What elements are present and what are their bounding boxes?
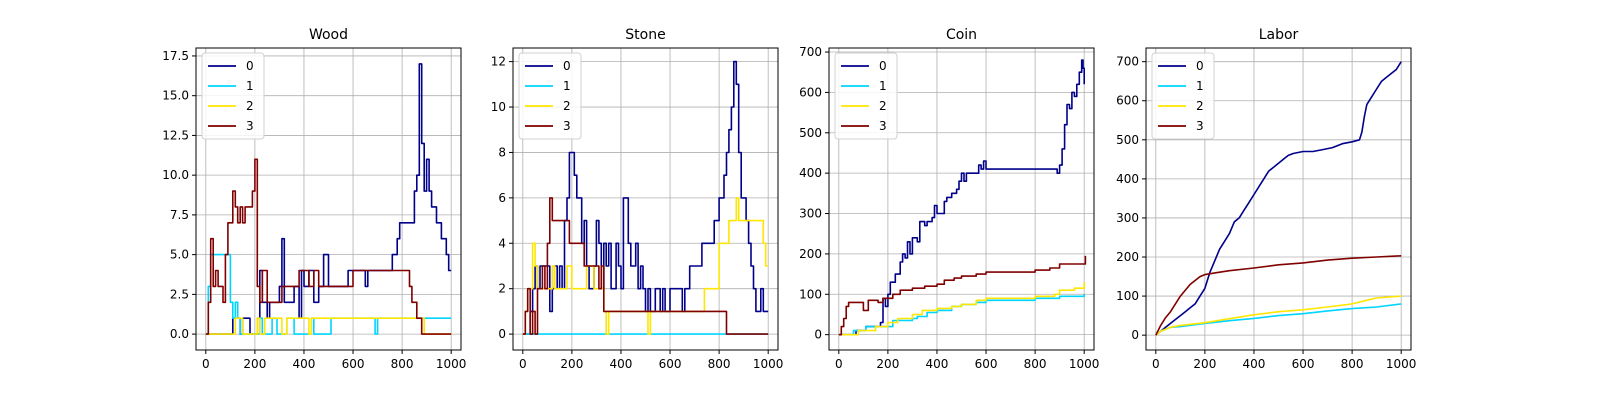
- x-tick-label-1: 200: [1193, 357, 1216, 371]
- legend-box: [834, 52, 898, 140]
- x-tick-label-0: 0: [202, 357, 210, 371]
- chart-title: Wood: [309, 27, 348, 43]
- series-line-2: [205, 317, 452, 335]
- axes-frame: [1145, 47, 1412, 351]
- x-tick-label-5: 1000: [753, 357, 784, 371]
- y-tick-label-5: 500: [799, 126, 822, 140]
- y-tick-label-3: 300: [799, 207, 822, 221]
- axes-frame: [512, 47, 779, 351]
- x-tick-label-2: 400: [926, 357, 949, 371]
- chart-panel-3: 0 200 400 600 800 1000 0 100 200 300 400 500 600 700 L…: [1116, 27, 1416, 371]
- x-tick-label-3: 600: [342, 357, 365, 371]
- series-line-3: [838, 255, 1087, 336]
- legend-label-1: 1: [1196, 79, 1204, 93]
- y-tick-label-4: 400: [799, 166, 822, 180]
- y-tick-label-2: 5.0: [170, 248, 189, 262]
- y-tick-label-4: 400: [1116, 172, 1139, 186]
- legend-label-2: 2: [246, 99, 254, 113]
- y-tick-label-0: 0: [498, 327, 506, 341]
- y-tick-label-0: 0.0: [170, 327, 189, 341]
- x-tick-label-0: 0: [519, 357, 527, 371]
- x-tick-label-5: 1000: [1069, 357, 1100, 371]
- chart-panel-0: 0 200 400 600 800 1000 0.0 2.5 5.0 7.5 10.0 12.5 15.…: [162, 27, 466, 371]
- legend-label-0: 0: [246, 59, 254, 73]
- x-tick-label-4: 800: [391, 357, 414, 371]
- x-tick-label-3: 600: [659, 357, 682, 371]
- x-tick-label-2: 400: [293, 357, 316, 371]
- legend-box: [201, 52, 265, 140]
- series-line-2: [838, 282, 1085, 336]
- y-tick-label-1: 100: [799, 287, 822, 301]
- legend-label-3: 3: [563, 119, 571, 133]
- y-tick-label-5: 12.5: [162, 128, 189, 142]
- series-line-0: [838, 59, 1085, 336]
- legend-label-3: 3: [246, 119, 254, 133]
- x-tick-label-1: 200: [243, 357, 266, 371]
- y-tick-label-6: 12: [491, 55, 506, 69]
- y-tick-label-7: 700: [799, 45, 822, 59]
- axes-frame: [195, 47, 462, 351]
- x-tick-label-0: 0: [835, 357, 843, 371]
- x-tick-label-4: 800: [708, 357, 731, 371]
- legend-label-0: 0: [563, 59, 571, 73]
- x-tick-label-5: 1000: [1386, 357, 1417, 371]
- legend-label-1: 1: [879, 79, 887, 93]
- y-tick-label-6: 15.0: [162, 89, 189, 103]
- y-tick-label-1: 100: [1116, 289, 1139, 303]
- y-tick-label-4: 10.0: [162, 168, 189, 182]
- x-tick-label-3: 600: [975, 357, 998, 371]
- chart-title: Coin: [946, 27, 977, 43]
- x-tick-label-1: 200: [876, 357, 899, 371]
- y-tick-label-2: 200: [1116, 250, 1139, 264]
- legend-label-3: 3: [1196, 119, 1204, 133]
- y-tick-label-5: 10: [491, 100, 506, 114]
- y-tick-label-2: 4: [498, 236, 506, 250]
- y-tick-label-7: 17.5: [162, 49, 189, 63]
- chart-panel-2: 0 200 400 600 800 1000 0 100 200 300 400 500 600 700 C…: [799, 27, 1099, 371]
- y-tick-label-1: 2.5: [170, 287, 189, 301]
- legend-box: [1151, 52, 1215, 140]
- x-tick-label-2: 400: [610, 357, 633, 371]
- chart-title: Labor: [1259, 27, 1299, 43]
- legend-label-1: 1: [563, 79, 571, 93]
- y-tick-label-3: 7.5: [170, 208, 189, 222]
- x-tick-label-3: 600: [1292, 357, 1315, 371]
- y-tick-label-0: 0: [1131, 328, 1139, 342]
- y-tick-label-6: 600: [799, 85, 822, 99]
- x-tick-label-1: 200: [560, 357, 583, 371]
- x-tick-label-0: 0: [1152, 357, 1160, 371]
- y-tick-label-2: 200: [799, 247, 822, 261]
- axes-frame: [828, 47, 1095, 351]
- series-line-1: [838, 294, 1085, 336]
- series-line-3: [522, 197, 769, 335]
- legend-label-0: 0: [879, 59, 887, 73]
- legend-label-2: 2: [563, 99, 571, 113]
- legend-label-1: 1: [246, 79, 254, 93]
- series-line-1: [1155, 303, 1402, 336]
- y-tick-label-4: 8: [498, 145, 506, 159]
- y-tick-label-6: 600: [1116, 94, 1139, 108]
- y-tick-label-1: 2: [498, 282, 506, 296]
- y-tick-label-7: 700: [1116, 55, 1139, 69]
- legend-label-2: 2: [879, 99, 887, 113]
- x-tick-label-5: 1000: [436, 357, 467, 371]
- y-tick-label-3: 300: [1116, 211, 1139, 225]
- legend-label-2: 2: [1196, 99, 1204, 113]
- x-tick-label-4: 800: [1024, 357, 1047, 371]
- series-line-3: [205, 158, 452, 335]
- x-tick-label-2: 400: [1243, 357, 1266, 371]
- legend-label-3: 3: [879, 119, 887, 133]
- series-line-2: [1155, 295, 1402, 336]
- y-tick-label-3: 6: [498, 191, 506, 205]
- series-line-0: [1155, 61, 1402, 336]
- x-tick-label-4: 800: [1341, 357, 1364, 371]
- legend-box: [518, 52, 582, 140]
- series-line-3: [1155, 255, 1402, 336]
- y-tick-label-0: 0: [814, 328, 822, 342]
- y-tick-label-5: 500: [1116, 133, 1139, 147]
- legend-label-0: 0: [1196, 59, 1204, 73]
- chart-title: Stone: [625, 27, 665, 43]
